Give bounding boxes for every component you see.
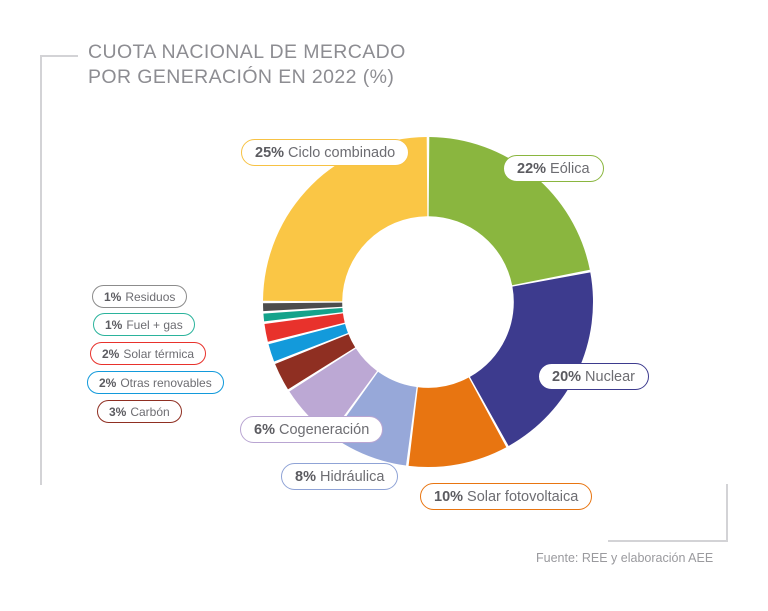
slice-name-ciclo-combinado: Ciclo combinado xyxy=(288,144,396,161)
slice-pct-cogeneracion: 6% xyxy=(254,421,275,438)
donut-slice-e-lica[interactable] xyxy=(428,137,590,286)
donut-slice-carb-n[interactable] xyxy=(275,334,356,390)
corner-bracket-bottom-right-horizontal xyxy=(608,540,728,542)
legend-item-carbon[interactable]: 3% Carbón xyxy=(97,400,182,423)
legend-pct-fuel-gas: 1% xyxy=(105,317,123,332)
donut-slice-ciclo-combinado[interactable] xyxy=(263,137,428,302)
chart-source: Fuente: REE y elaboración AEE xyxy=(536,551,714,565)
donut-slice-cogeneraci-n[interactable] xyxy=(289,348,378,435)
legend-name-residuos: Residuos xyxy=(125,289,176,304)
slice-label-eolica[interactable]: 22% Eólica xyxy=(503,155,604,182)
slice-name-hidraulica: Hidráulica xyxy=(319,468,385,485)
legend-name-carbon: Carbón xyxy=(130,404,170,419)
slice-name-cogeneracion: Cogeneración xyxy=(278,421,370,438)
slice-pct-hidraulica: 8% xyxy=(295,468,316,485)
slice-label-solar-fotovoltaica[interactable]: 10% Solar fotovoltaica xyxy=(420,483,593,510)
slice-label-ciclo-combinado[interactable]: 25% Ciclo combinado xyxy=(241,139,410,166)
corner-bracket-top-left-vertical xyxy=(40,55,42,485)
legend-item-otras-renovables[interactable]: 2% Otras renovables xyxy=(87,371,224,394)
legend-name-fuel-gas: Fuel + gas xyxy=(126,317,183,332)
corner-bracket-bottom-right-vertical xyxy=(726,484,728,542)
donut-chart xyxy=(208,82,648,522)
legend-pct-otras-renovables: 2% xyxy=(99,375,117,390)
legend-pct-carbon: 3% xyxy=(109,404,127,419)
legend-name-otras-renovables: Otras renovables xyxy=(120,375,212,390)
slice-pct-ciclo-combinado: 25% xyxy=(255,144,285,161)
slice-name-nuclear: Nuclear xyxy=(585,368,635,385)
slice-name-solar-fotovoltaica: Solar fotovoltaica xyxy=(467,488,579,505)
corner-bracket-top-left-horizontal xyxy=(40,55,78,57)
slice-pct-solar-fotovoltaica: 10% xyxy=(434,488,464,505)
slice-pct-nuclear: 20% xyxy=(552,368,582,385)
donut-slice-otras-renovables[interactable] xyxy=(268,323,348,362)
legend-name-solar-termica: Solar térmica xyxy=(123,346,195,361)
donut-svg xyxy=(263,137,593,467)
slice-label-cogeneracion[interactable]: 6% Cogeneración xyxy=(240,416,384,443)
slice-label-nuclear[interactable]: 20% Nuclear xyxy=(538,363,649,390)
donut-slice-solar-fotovoltaica[interactable] xyxy=(408,377,507,467)
legend-pct-residuos: 1% xyxy=(104,289,122,304)
donut-slice-solar-t-rmica[interactable] xyxy=(264,313,345,342)
chart-title: CUOTA NACIONAL DE MERCADO POR GENERACIÓN… xyxy=(88,41,406,88)
donut-slice-residuos[interactable] xyxy=(263,302,343,312)
legend-item-solar-termica[interactable]: 2% Solar térmica xyxy=(90,342,207,365)
slice-label-hidraulica[interactable]: 8% Hidráulica xyxy=(281,463,399,490)
donut-slice-nuclear[interactable] xyxy=(469,272,593,446)
slice-pct-eolica: 22% xyxy=(517,160,547,177)
legend-item-fuel-gas[interactable]: 1% Fuel + gas xyxy=(93,313,195,336)
legend-item-residuos[interactable]: 1% Residuos xyxy=(92,285,188,308)
legend-pct-solar-termica: 2% xyxy=(102,346,120,361)
donut-slice-fuel-gas[interactable] xyxy=(263,308,343,322)
slice-name-eolica: Eólica xyxy=(550,160,590,177)
